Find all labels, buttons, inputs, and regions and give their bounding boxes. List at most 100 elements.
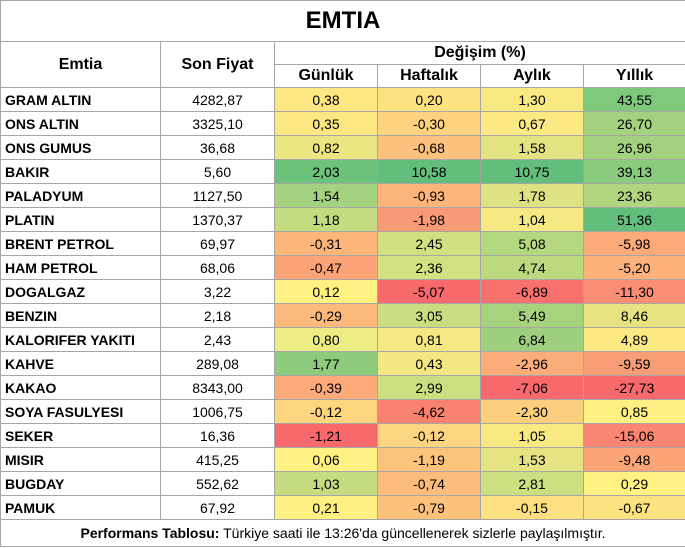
monthly-change: 0,67 [480,111,584,136]
last-price: 8343,00 [160,375,275,400]
weekly-change: 2,99 [377,375,481,400]
commodity-name: KAKAO [0,375,161,400]
daily-change: 1,54 [274,183,378,208]
yearly-change: 26,70 [582,111,685,136]
monthly-change: -2,96 [480,351,584,376]
commodity-name: BRENT PETROL [0,231,161,256]
commodity-name: ONS GUMUS [0,135,161,160]
weekly-change: -5,07 [377,279,481,304]
last-price: 36,68 [160,135,275,160]
weekly-change: -0,93 [377,183,481,208]
commodity-name: DOGALGAZ [0,279,161,304]
footer-text: Türkiye saati ile 13:26'da güncellenerek… [219,525,606,541]
header-yillik: Yıllık [582,64,685,88]
yearly-change: -0,67 [582,495,685,520]
weekly-change: -0,30 [377,111,481,136]
monthly-change: -7,06 [480,375,584,400]
yearly-change: 39,13 [582,159,685,184]
commodity-name: BAKIR [0,159,161,184]
commodity-name: ONS ALTIN [0,111,161,136]
daily-change: 0,06 [274,447,378,472]
yearly-change: 0,85 [582,399,685,424]
header-haftalik: Haftalık [377,64,481,88]
table-row: PAMUK 67,92 0,21 -0,79 -0,15 -0,67 [0,495,685,520]
monthly-change: 1,58 [480,135,584,160]
daily-change: 2,03 [274,159,378,184]
weekly-change: 2,45 [377,231,481,256]
last-price: 4282,87 [160,87,275,112]
weekly-change: -0,74 [377,471,481,496]
last-price: 552,62 [160,471,275,496]
weekly-change: -4,62 [377,399,481,424]
weekly-change: 0,20 [377,87,481,112]
commodity-name: PAMUK [0,495,161,520]
yearly-change: -27,73 [582,375,685,400]
yearly-change: 8,46 [582,303,685,328]
last-price: 1006,75 [160,399,275,424]
daily-change: -0,29 [274,303,378,328]
monthly-change: 5,49 [480,303,584,328]
commodity-name: BUGDAY [0,471,161,496]
table-row: PALADYUM 1127,50 1,54 -0,93 1,78 23,36 [0,183,685,208]
yearly-change: -15,06 [582,423,685,448]
header-aylik: Aylık [480,64,584,88]
last-price: 1127,50 [160,183,275,208]
table-title: EMTIA [0,0,685,42]
last-price: 2,43 [160,327,275,352]
weekly-change: -0,68 [377,135,481,160]
monthly-change: 6,84 [480,327,584,352]
daily-change: 1,77 [274,351,378,376]
weekly-change: -1,98 [377,207,481,232]
last-price: 5,60 [160,159,275,184]
daily-change: -0,31 [274,231,378,256]
yearly-change: 0,29 [582,471,685,496]
commodity-name: KAHVE [0,351,161,376]
yearly-change: -9,59 [582,351,685,376]
weekly-change: 0,81 [377,327,481,352]
weekly-change: 10,58 [377,159,481,184]
yearly-change: 26,96 [582,135,685,160]
commodity-name: PLATIN [0,207,161,232]
daily-change: 0,82 [274,135,378,160]
monthly-change: 5,08 [480,231,584,256]
daily-change: 0,21 [274,495,378,520]
last-price: 415,25 [160,447,275,472]
weekly-change: 2,36 [377,255,481,280]
monthly-change: 1,30 [480,87,584,112]
last-price: 16,36 [160,423,275,448]
yearly-change: 23,36 [582,183,685,208]
header-gunluk: Günlük [274,64,378,88]
commodity-name: PALADYUM [0,183,161,208]
weekly-change: -0,79 [377,495,481,520]
commodity-name: BENZIN [0,303,161,328]
monthly-change: 1,04 [480,207,584,232]
commodity-name: SOYA FASULYESI [0,399,161,424]
monthly-change: -0,15 [480,495,584,520]
yearly-change: -5,20 [582,255,685,280]
daily-change: 0,35 [274,111,378,136]
commodity-name: HAM PETROL [0,255,161,280]
daily-change: 0,12 [274,279,378,304]
yearly-change: -9,48 [582,447,685,472]
table-row: BAKIR 5,60 2,03 10,58 10,75 39,13 [0,159,685,184]
table-row: HAM PETROL 68,06 -0,47 2,36 4,74 -5,20 [0,255,685,280]
table-row: DOGALGAZ 3,22 0,12 -5,07 -6,89 -11,30 [0,279,685,304]
last-price: 3,22 [160,279,275,304]
last-price: 67,92 [160,495,275,520]
daily-change: 0,38 [274,87,378,112]
last-price: 68,06 [160,255,275,280]
daily-change: -1,21 [274,423,378,448]
monthly-change: 1,78 [480,183,584,208]
monthly-change: 10,75 [480,159,584,184]
table-row: ONS GUMUS 36,68 0,82 -0,68 1,58 26,96 [0,135,685,160]
daily-change: -0,12 [274,399,378,424]
last-price: 3325,10 [160,111,275,136]
header-emtia: Emtia [0,41,161,88]
yearly-change: -5,98 [582,231,685,256]
weekly-change: 3,05 [377,303,481,328]
footer-note: Performans Tablosu: Türkiye saati ile 13… [0,519,685,547]
yearly-change: 4,89 [582,327,685,352]
daily-change: 1,18 [274,207,378,232]
table-row: BRENT PETROL 69,97 -0,31 2,45 5,08 -5,98 [0,231,685,256]
